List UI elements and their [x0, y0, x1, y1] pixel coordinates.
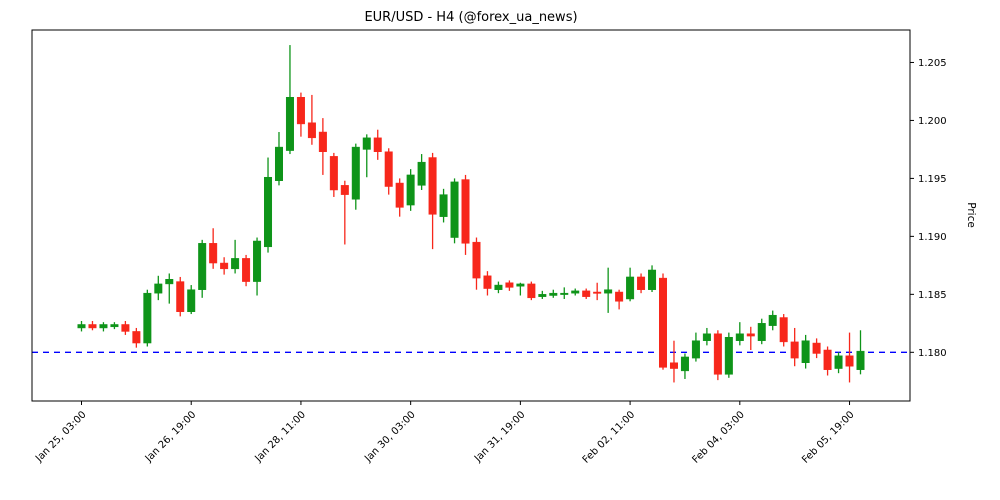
time-tick-label: Jan 30, 03:00 [362, 409, 418, 465]
candle-body [527, 283, 536, 299]
candle-body [307, 122, 316, 139]
time-tick-label: Jan 31, 19:00 [472, 409, 528, 465]
time-tick-label: Jan 28, 11:00 [253, 409, 309, 465]
candle-body [274, 146, 283, 181]
candle-body [779, 317, 788, 343]
candle-body [713, 333, 722, 375]
candle-body [220, 262, 229, 270]
candle-body [856, 350, 865, 370]
candle-body [209, 243, 218, 264]
candle-body [285, 96, 294, 151]
candle-body [516, 283, 525, 287]
price-axis-label: Price [965, 202, 977, 228]
chart-title: EUR/USD - H4 (@forex_ua_news) [364, 10, 577, 25]
candle-body [593, 291, 602, 294]
candle-body [538, 294, 547, 297]
candle-body [395, 182, 404, 208]
candle-body [659, 277, 668, 368]
candle-body [637, 276, 646, 290]
candle-body [187, 289, 196, 312]
candle-body [99, 324, 108, 329]
candles-layer [77, 45, 865, 383]
candle-body [296, 96, 305, 125]
candle-body [121, 324, 130, 332]
candle-body [384, 151, 393, 187]
candle-body [582, 290, 591, 297]
candle-body [428, 157, 437, 215]
candle-body [626, 276, 635, 300]
candle-body [77, 324, 86, 329]
candle-body [329, 156, 338, 191]
time-axis-ticks: Jan 25, 03:00 Jan 26, 19:00 Jan 28, 11:00 J… [33, 401, 857, 466]
candle-body [483, 275, 492, 289]
candle-body [549, 292, 558, 296]
price-tick-label: 1.200 [918, 116, 947, 127]
candle-body [88, 324, 97, 329]
candle-body [165, 279, 174, 285]
candle-body [812, 342, 821, 354]
candle-body [231, 258, 240, 270]
candle-body [648, 269, 657, 290]
candle-body [724, 336, 733, 375]
candle-body [110, 324, 119, 328]
candle-body [494, 284, 503, 290]
candle-body [560, 292, 569, 295]
candle-body [604, 289, 613, 294]
candle-body [768, 314, 777, 326]
candle-body [680, 356, 689, 372]
candle-body [691, 340, 700, 359]
candle-body [373, 137, 382, 152]
candle-body [143, 292, 152, 344]
price-tick-label: 1.205 [918, 58, 947, 69]
candle-body [801, 340, 810, 363]
candle-body [154, 283, 163, 294]
candle-body [472, 241, 481, 279]
candle-body [264, 176, 273, 248]
candle-body [735, 333, 744, 341]
candle-body [505, 282, 514, 288]
price-tick-label: 1.190 [918, 232, 947, 243]
candle-body [757, 323, 766, 341]
candle-body [253, 240, 262, 282]
candle-body [439, 194, 448, 217]
time-tick-label: Jan 25, 03:00 [33, 409, 89, 465]
price-tick-label: 1.195 [918, 174, 947, 185]
plot-border [31, 29, 911, 402]
candle-body [362, 137, 371, 150]
candle-body [176, 281, 185, 312]
time-tick-label: Feb 05, 19:00 [800, 409, 856, 465]
time-tick-label: Jan 26, 19:00 [143, 409, 199, 465]
candle-body [461, 179, 470, 244]
candle-body [242, 258, 251, 282]
candle-body [845, 355, 854, 367]
price-tick-label: 1.180 [918, 348, 947, 359]
candle-body [746, 333, 755, 337]
candle-body [702, 333, 711, 341]
time-tick-label: Feb 02, 11:00 [581, 409, 637, 465]
candle-body [406, 174, 415, 206]
candle-body [417, 161, 426, 186]
candle-body [340, 185, 349, 195]
candle-body [790, 341, 799, 359]
candle-body [351, 146, 360, 200]
candle-body [615, 291, 624, 302]
candle-body [823, 349, 832, 370]
candle-body [669, 362, 678, 369]
candle-body [132, 331, 141, 344]
price-tick-label: 1.185 [918, 290, 947, 301]
candle-body [198, 243, 207, 290]
price-axis-ticks: 1.180 1.185 1.190 1.195 1.200 1.205 [910, 58, 947, 359]
candle-body [318, 131, 327, 152]
candle-body [450, 181, 459, 238]
time-tick-label: Feb 04, 03:00 [691, 409, 747, 465]
candle-body [834, 355, 843, 369]
candle-body [571, 290, 580, 294]
